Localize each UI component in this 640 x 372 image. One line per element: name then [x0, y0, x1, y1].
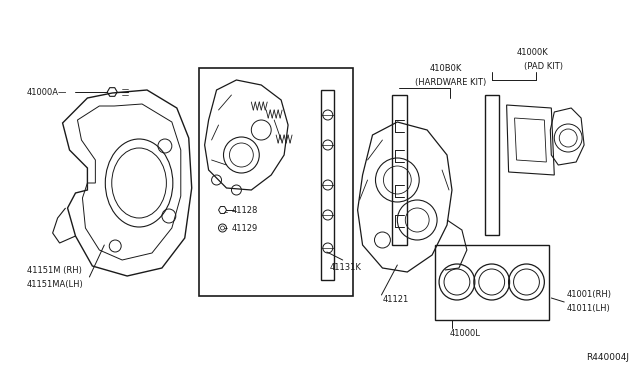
Text: 41121: 41121 [383, 295, 409, 305]
Text: 41000A—: 41000A— [27, 87, 67, 96]
Text: R440004J: R440004J [586, 353, 629, 362]
Text: 410B0K: 410B0K [429, 64, 461, 73]
Text: 41151M (RH): 41151M (RH) [27, 266, 82, 275]
Text: (HARDWARE KIT): (HARDWARE KIT) [415, 77, 486, 87]
Text: 41131K: 41131K [330, 263, 362, 273]
Text: 41001(RH): 41001(RH) [566, 291, 611, 299]
Text: (PAD KIT): (PAD KIT) [524, 61, 563, 71]
Text: 41128: 41128 [232, 205, 258, 215]
Text: 41129: 41129 [232, 224, 258, 232]
Text: 41011(LH): 41011(LH) [566, 305, 610, 314]
Text: 41151MA(LH): 41151MA(LH) [27, 279, 84, 289]
Text: 41000L: 41000L [450, 328, 481, 337]
Text: 41000K: 41000K [516, 48, 548, 57]
